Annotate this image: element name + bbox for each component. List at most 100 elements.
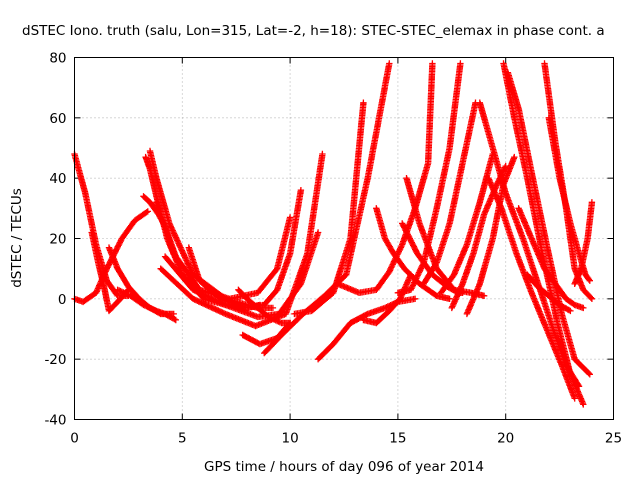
data-point-markers (185, 244, 203, 283)
data-point-markers (235, 286, 250, 301)
data-point-markers (504, 69, 522, 111)
data-series (314, 295, 419, 363)
data-point-markers (584, 199, 596, 242)
data-point-markers (140, 301, 159, 314)
data-point-markers (489, 144, 509, 195)
data-point-markers (524, 175, 546, 256)
data-point-markers (217, 295, 249, 311)
x-tick-label: 5 (178, 431, 187, 447)
data-series (291, 99, 367, 318)
data-point-markers (254, 304, 271, 320)
data-point-markers (498, 205, 520, 256)
data-point-markers (437, 272, 457, 296)
data-series (114, 286, 179, 324)
data-point-markers (386, 296, 403, 315)
data-point-markers (470, 212, 487, 257)
x-tick-label: 20 (497, 431, 514, 447)
data-point-markers (433, 292, 453, 302)
data-point-markers (146, 165, 160, 198)
plot-frame (74, 57, 614, 420)
x-tick-label: 15 (389, 431, 406, 447)
data-point-markers (297, 229, 322, 287)
data-point-markers (562, 295, 577, 308)
y-tick-label: 60 (49, 111, 66, 127)
data-point-markers (528, 289, 550, 331)
data-point-markers (446, 161, 466, 227)
data-series (571, 199, 596, 287)
data-point-markers (286, 187, 305, 257)
data-point-markers (343, 176, 371, 278)
chart-title: dSTEC Iono. truth (salu, Lon=315, Lat=-2… (22, 23, 605, 39)
y-axis-label: dSTEC / TECUs (9, 188, 25, 288)
data-point-markers (105, 244, 121, 271)
data-point-markers (524, 271, 541, 289)
data-point-markers (515, 205, 535, 241)
data-point-markers (88, 229, 102, 265)
x-tick-label: 25 (605, 431, 622, 447)
data-point-markers (433, 221, 453, 266)
data-point-markers (127, 292, 146, 308)
data-point-markers (347, 311, 370, 327)
data-point-markers (545, 292, 562, 308)
data-point-markers (161, 253, 196, 292)
data-point-markers (580, 286, 596, 302)
data-point-markers (448, 282, 466, 312)
data-point-markers (476, 150, 496, 206)
data-point-markers (399, 220, 420, 256)
data-point-markers (153, 175, 173, 226)
data-series (515, 205, 587, 312)
data-series (420, 99, 479, 287)
data-point-markers (476, 236, 496, 287)
data-point-markers (528, 168, 550, 247)
data-point-markers (153, 199, 177, 256)
data-point-markers (103, 277, 120, 298)
data-point-markers (407, 260, 427, 293)
data-point-markers (261, 333, 284, 357)
data-point-markers (364, 305, 387, 318)
data-point-markers (79, 290, 98, 306)
x-tick-label: 10 (282, 431, 299, 447)
data-point-markers (274, 251, 293, 293)
data-point-markers (582, 271, 593, 284)
data-point-markers (556, 301, 574, 315)
data-point-markers (446, 60, 464, 152)
data-point-markers (196, 277, 224, 301)
data-series (485, 175, 578, 402)
data-point-markers (314, 342, 336, 363)
data-point-markers (558, 362, 578, 402)
data-point-markers (511, 114, 531, 180)
data-series (88, 229, 132, 315)
data-point-markers (554, 319, 574, 376)
data-point-markers (189, 286, 228, 308)
data-point-markers (543, 325, 565, 367)
data-point-markers (373, 269, 392, 293)
data-point-markers (433, 146, 453, 212)
data-series (157, 150, 326, 330)
data-point-markers (463, 282, 483, 318)
data-point-markers (243, 295, 260, 311)
data-point-markers (125, 283, 142, 301)
data-point-markers (571, 266, 584, 287)
data-point-markers (265, 313, 284, 326)
data-point-markers (334, 280, 361, 296)
data-point-markers (424, 60, 436, 167)
data-point-markers (571, 356, 593, 378)
data-points (71, 60, 596, 408)
data-point-markers (261, 287, 280, 309)
data-point-markers (105, 299, 120, 315)
data-point-markers (463, 200, 483, 248)
x-axis-label: GPS time / hours of day 096 of year 2014 (204, 459, 484, 475)
data-point-markers (476, 99, 496, 150)
data-point-markers (513, 250, 535, 295)
data-point-markers (157, 265, 196, 301)
data-point-markers (502, 190, 526, 241)
data-point-markers (166, 220, 196, 277)
data-point-markers (541, 265, 560, 289)
data-point-markers (189, 295, 228, 317)
data-point-markers (146, 199, 157, 211)
data-point-markers (118, 218, 138, 242)
data-point-markers (459, 99, 479, 167)
data-series (524, 271, 574, 315)
data-point-markers (161, 310, 179, 324)
data-point-markers (282, 251, 310, 318)
